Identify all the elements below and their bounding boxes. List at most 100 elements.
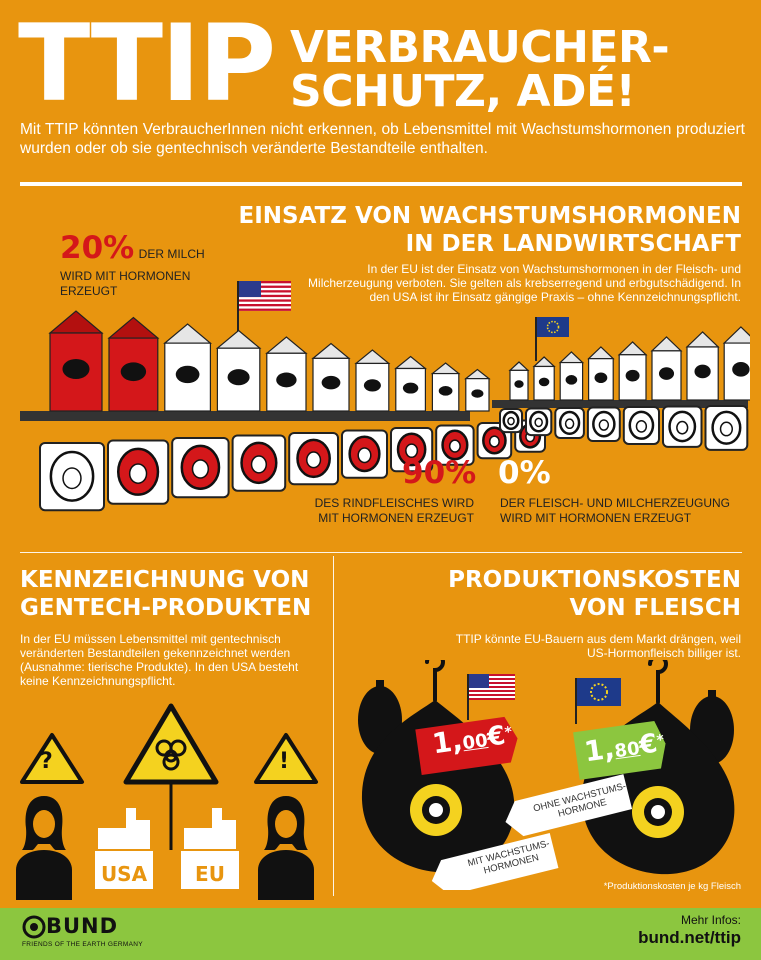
usa-box-icon <box>93 808 155 891</box>
eu-flag-small-icon <box>575 678 621 724</box>
biohazard-icon <box>123 703 219 850</box>
meat-package <box>435 424 475 466</box>
milk-carton <box>587 346 615 401</box>
meat-package <box>231 434 287 492</box>
eu-cartons <box>508 326 750 401</box>
warning-triangle-exclamation-icon <box>254 733 318 784</box>
footer <box>0 908 761 960</box>
labeling-illustration <box>16 703 318 900</box>
costs-heading-line2: VON FLEISCH <box>569 595 741 621</box>
hook-left-icon <box>425 660 445 702</box>
eu-box-label: EU <box>195 862 225 886</box>
footer-url-link[interactable]: bund.net/ttip <box>638 928 741 947</box>
intro-text: Mit TTIP könnten VerbraucherInnen nicht … <box>20 121 745 157</box>
milk-carton <box>311 342 351 412</box>
stat-beef-text-1: DES RINDFLEISCHES WIRD <box>314 496 474 510</box>
stat-eu-text-1: DER FLEISCH- UND MILCHERZEUGUNG <box>500 496 731 510</box>
us-cartons <box>48 310 491 412</box>
stat-beef-text-2: MIT HORMONEN ERZEUGT <box>318 511 474 525</box>
us-flag-small-icon <box>467 674 515 720</box>
section-divider-vertical <box>333 556 334 896</box>
milk-carton <box>464 368 491 412</box>
warning-exclamation-mark: ! <box>279 749 290 774</box>
costs-footnote: *Produktionskosten je kg Fleisch <box>603 881 741 892</box>
milk-carton <box>617 341 648 401</box>
labeling-heading: KENNZEICHNUNG VON GENTECH-PRODUKTEN <box>20 566 320 622</box>
milk-carton <box>215 329 262 412</box>
woman-silhouette-right-icon <box>258 796 314 900</box>
hormone-illustration <box>20 281 750 512</box>
bund-logo-icon <box>22 915 46 939</box>
hero-subtitle: VERBRAUCHER- SCHUTZ, ADÉ! <box>290 22 670 117</box>
woman-silhouette-left-icon <box>16 796 72 900</box>
section-divider-horizontal <box>20 552 742 553</box>
eu-box-icon <box>179 808 241 891</box>
stat-milk-text-2: WIRD MIT HORMONEN <box>60 269 191 283</box>
milk-carton <box>48 310 104 412</box>
meat-package <box>171 437 230 499</box>
milk-carton <box>354 349 391 412</box>
hero-title: TTIP <box>18 2 276 125</box>
milk-carton <box>650 336 683 401</box>
tag-without-hormones <box>505 774 633 837</box>
labeling-heading-line1: KENNZEICHNUNG VON <box>20 567 310 593</box>
milk-carton <box>722 326 750 401</box>
meat-package <box>586 406 621 442</box>
stat-eu-value: 0% <box>498 455 551 491</box>
stat-milk-text-1: DER MILCH <box>138 247 205 261</box>
price-eu-asterisk: * <box>655 732 666 750</box>
milk-carton <box>394 355 428 412</box>
meat-package <box>704 405 749 451</box>
milk-carton <box>265 336 308 412</box>
tag-with-hormones <box>431 833 559 890</box>
costs-body: TTIP könnte EU-Bauern aus dem Markt drän… <box>455 632 741 660</box>
bund-logo-text: BUND <box>46 914 119 938</box>
costs-heading-line1: PRODUKTIONSKOSTEN <box>448 567 741 593</box>
stat-milk-text-3: ERZEUGT <box>60 284 118 298</box>
warning-triangle-question-icon <box>20 733 84 784</box>
meat-package <box>390 427 434 473</box>
price-tag-eu <box>573 720 666 780</box>
milk-carton <box>558 351 585 401</box>
price-tag-us <box>415 716 518 776</box>
bund-logo-subtitle: FRIENDS OF THE EARTH GERMANY <box>22 941 143 948</box>
meat-package <box>554 407 585 440</box>
labeling-heading-line2: GENTECH-PRODUKTEN <box>20 595 312 621</box>
milk-carton <box>107 316 160 412</box>
us-flag-icon <box>237 281 291 339</box>
stat-eu-text-2: WIRD MIT HORMONEN ERZEUGT <box>500 511 692 525</box>
stat-beef-value: 90% <box>402 455 477 491</box>
meat-package <box>341 429 388 479</box>
milk-carton <box>163 323 213 412</box>
us-shelf <box>20 411 470 421</box>
meat-package <box>662 405 703 448</box>
milk-carton <box>532 356 556 401</box>
meat-package <box>622 406 660 445</box>
price-us-asterisk: * <box>503 724 514 742</box>
price-eu-cents: 80 <box>613 737 642 763</box>
milk-carton <box>430 362 461 412</box>
milk-carton <box>508 361 530 401</box>
meat-package <box>525 407 553 437</box>
meat-package <box>107 439 170 505</box>
usa-box-label: USA <box>100 862 148 886</box>
hero-subtitle-line2: SCHUTZ, ADÉ! <box>290 66 636 117</box>
price-us-cents: 00 <box>461 729 490 755</box>
price-eu-main: 1, <box>582 731 617 769</box>
costs-heading: PRODUKTIONSKOSTEN VON FLEISCH <box>361 566 741 622</box>
stat-milk: 20% DER MILCH <box>60 230 205 266</box>
hook-right-icon <box>648 660 668 704</box>
hormones-heading-line1: EINSATZ VON WACHSTUMSHORMONEN <box>238 203 742 229</box>
stat-milk-value: 20% <box>60 230 135 266</box>
meat-package <box>39 442 105 512</box>
hero-subtitle-line1: VERBRAUCHER- <box>290 22 670 73</box>
meat-illustration <box>358 660 735 890</box>
header-divider <box>20 182 742 186</box>
warning-question-mark: ? <box>40 749 53 774</box>
meat-package <box>288 432 340 486</box>
eu-flag-icon <box>535 317 569 361</box>
meat-package <box>499 408 523 434</box>
more-info-label: Mehr Infos: <box>680 913 741 927</box>
eu-meat-packages <box>499 405 749 451</box>
hormones-heading: EINSATZ VON WACHSTUMSHORMONEN IN DER LAN… <box>221 202 742 258</box>
